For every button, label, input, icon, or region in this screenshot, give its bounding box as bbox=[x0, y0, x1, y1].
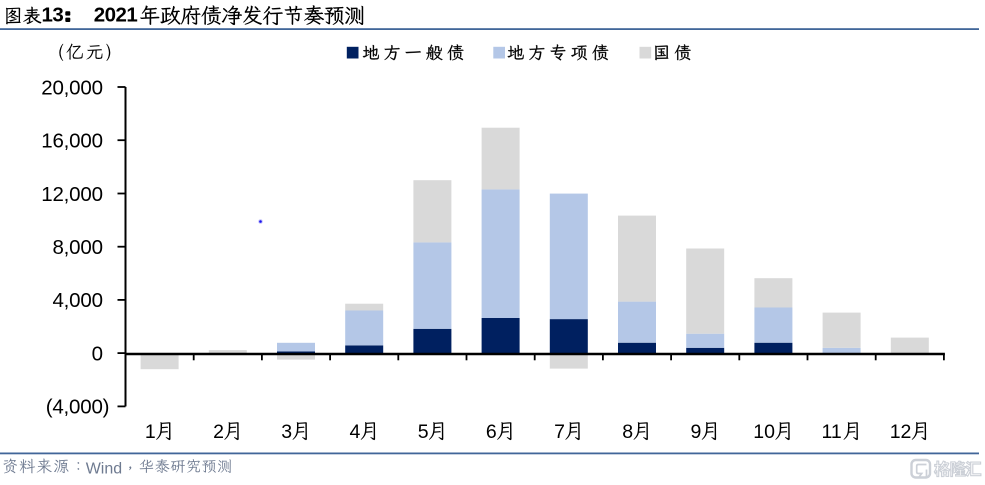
svg-text:20,000: 20,000 bbox=[41, 76, 103, 99]
svg-text:6: 6 bbox=[486, 421, 497, 443]
svg-text:Wind: Wind bbox=[86, 460, 122, 477]
svg-text:2: 2 bbox=[213, 421, 224, 443]
svg-text:1: 1 bbox=[145, 421, 156, 443]
svg-text:5: 5 bbox=[418, 421, 429, 443]
svg-text:(4,000): (4,000) bbox=[46, 396, 110, 419]
svg-text:4,000: 4,000 bbox=[52, 289, 102, 312]
svg-text:3: 3 bbox=[281, 421, 292, 443]
svg-text:12,000: 12,000 bbox=[41, 183, 103, 206]
svg-text:4: 4 bbox=[350, 421, 361, 443]
svg-text:10: 10 bbox=[753, 421, 775, 443]
svg-text:7: 7 bbox=[554, 421, 565, 443]
svg-text:0: 0 bbox=[92, 342, 103, 365]
svg-text:2021: 2021 bbox=[94, 4, 138, 27]
svg-text:8: 8 bbox=[622, 421, 633, 443]
svg-text:11: 11 bbox=[822, 421, 842, 443]
svg-text:9: 9 bbox=[691, 421, 702, 443]
svg-text:8,000: 8,000 bbox=[52, 236, 102, 259]
svg-text:13: 13 bbox=[42, 3, 64, 26]
svg-text:12: 12 bbox=[890, 421, 912, 443]
svg-text:16,000: 16,000 bbox=[41, 130, 103, 153]
